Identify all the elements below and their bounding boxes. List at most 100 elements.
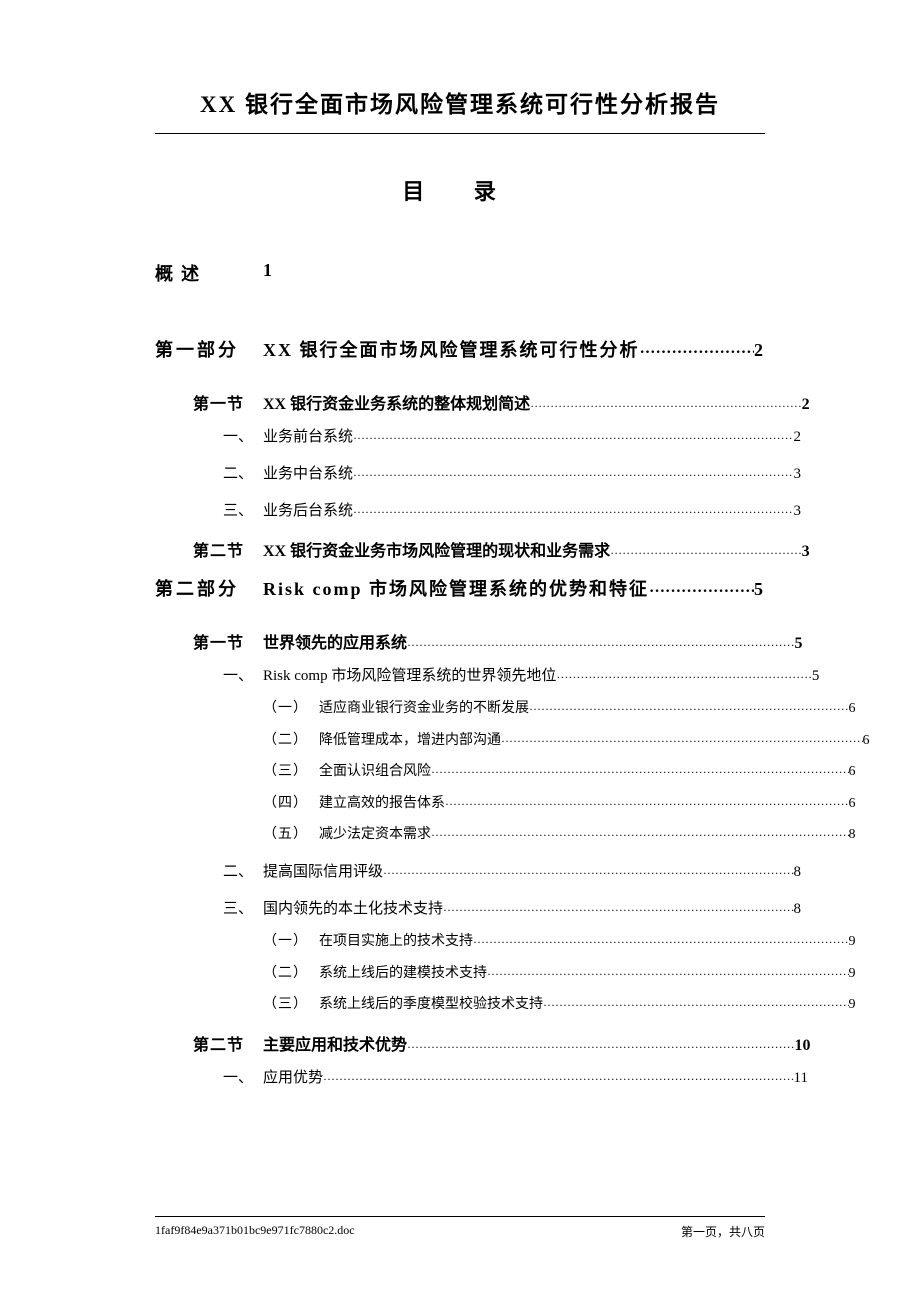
toc-entry-page: 10 — [795, 1037, 811, 1055]
toc-entry-title: 在项目实施上的技术支持 — [319, 929, 473, 956]
toc-part-label: 第二部分 — [155, 575, 263, 601]
toc-entry-rest: 应用优势11 — [263, 1065, 808, 1092]
toc-section-label: 第二节 — [193, 537, 263, 561]
toc-entry-page: 2 — [754, 340, 765, 361]
toc-item-label: 二、 — [217, 859, 263, 886]
toc-subitem-label: （一） — [263, 929, 319, 956]
toc-leader — [487, 962, 849, 989]
toc-item-label: 一、 — [217, 663, 263, 690]
toc-entry-rest: 建立高效的报告体系 6 — [319, 791, 856, 818]
toc-subitem-row: （三）全面认识组合风险6 — [263, 759, 765, 786]
toc-subitem-label: （三） — [263, 992, 319, 1019]
toc-entry-page: 9 — [849, 961, 856, 988]
toc-section-label: 第二节 — [193, 1031, 263, 1055]
toc-section-row: 第一节世界领先的应用系统5 — [193, 629, 765, 653]
toc-leader — [323, 1066, 794, 1093]
toc-entry-page: 3 — [802, 543, 810, 561]
toc-entry-page: 8 — [849, 822, 856, 849]
toc-entry-title: 业务后台系统 — [263, 498, 353, 525]
toc-entry-title: Risk comp 市场风险管理系统的世界领先地位 — [263, 663, 556, 690]
toc-leader — [443, 897, 794, 924]
toc-section-row: 第一节XX 银行资金业务系统的整体规划简述2 — [193, 390, 765, 414]
toc-entry-page: 5 — [754, 579, 765, 600]
toc-section-label: 第一节 — [193, 390, 263, 414]
toc-entry-page: 5 — [795, 635, 803, 653]
toc-entry-page: 6 — [849, 791, 856, 818]
toc-overview-label: 概述 — [155, 260, 263, 286]
toc-leader — [407, 636, 795, 654]
toc-entry-page: 3 — [794, 461, 802, 488]
toc-leader — [407, 1038, 795, 1056]
toc-entry-page: 3 — [794, 498, 802, 525]
toc-entry-title: 降低管理成本，增进内部沟通 — [319, 728, 501, 755]
toc-entry-rest: XX 银行全面市场风险管理系统可行性分析 2 — [263, 336, 765, 362]
toc-entry-title: 主要应用和技术优势 — [263, 1031, 407, 1055]
toc-item-row: 三、国内领先的本土化技术支持8 — [217, 896, 765, 923]
toc-entry-page: 6 — [849, 696, 856, 723]
toc-part-row: 第一部分XX 银行全面市场风险管理系统可行性分析 2 — [155, 336, 765, 362]
toc-part-row: 第二部分Risk comp 市场风险管理系统的优势和特征 5 — [155, 575, 765, 601]
toc-item-label: 三、 — [217, 498, 263, 525]
toc-entry-page: 8 — [794, 896, 802, 923]
toc-subitem-label: （三） — [263, 759, 319, 786]
toc-item-row: 一、Risk comp 市场风险管理系统的世界领先地位5 — [217, 663, 765, 690]
toc-item-label: 三、 — [217, 896, 263, 923]
toc-entry-page: 2 — [794, 424, 802, 451]
toc-subitem-label: （一） — [263, 696, 319, 723]
toc-entry-rest: 国内领先的本土化技术支持 8 — [263, 896, 801, 923]
toc-entry-page: 5 — [812, 663, 820, 690]
toc-item-label: 一、 — [217, 1065, 263, 1092]
toc-leader — [353, 499, 794, 526]
toc-entry-title: 提高国际信用评级 — [263, 859, 383, 886]
toc-leader — [529, 697, 849, 724]
toc-subitem-label: （五） — [263, 822, 319, 849]
toc-entry-page: 2 — [802, 396, 810, 414]
toc-entry-rest: XX 银行资金业务系统的整体规划简述2 — [263, 390, 810, 414]
toc-entry-rest: Risk comp 市场风险管理系统的优势和特征 5 — [263, 575, 765, 601]
toc-subitem-row: （一）在项目实施上的技术支持9 — [263, 929, 765, 956]
toc-entry-rest: 业务后台系统 3 — [263, 498, 801, 525]
toc-entry-title: 系统上线后的建模技术支持 — [319, 961, 487, 988]
toc-entry-rest: 系统上线后的季度模型校验技术支持 9 — [319, 992, 856, 1019]
toc-leader — [445, 792, 849, 819]
toc-entry-page: 6 — [849, 759, 856, 786]
toc-entry-title: Risk comp 市场风险管理系统的优势和特征 — [263, 575, 649, 601]
toc-entry-title: 适应商业银行资金业务的不断发展 — [319, 696, 529, 723]
toc-section-row: 第二节主要应用和技术优势10 — [193, 1031, 765, 1055]
toc-subitem-label: （四） — [263, 791, 319, 818]
toc-item-row: 三、业务后台系统3 — [217, 498, 765, 525]
toc-section-label: 第一节 — [193, 629, 263, 653]
toc-entry-rest: 适应商业银行资金业务的不断发展 6 — [319, 696, 856, 723]
toc-subitem-label: （二） — [263, 961, 319, 988]
toc-entry-title: XX 银行资金业务市场风险管理的现状和业务需求 — [263, 537, 610, 561]
toc-part-label: 第一部分 — [155, 336, 263, 362]
toc-entry-rest: Risk comp 市场风险管理系统的世界领先地位 5 — [263, 663, 819, 690]
toc-entry-rest: 减少法定资本需求8 — [319, 822, 856, 849]
toc-entry-title: XX 银行全面市场风险管理系统可行性分析 — [263, 336, 640, 362]
toc-entry-rest: 业务中台系统 3 — [263, 461, 801, 488]
toc-item-row: 一、业务前台系统2 — [217, 424, 765, 451]
toc-item-row: 二、提高国际信用评级8 — [217, 859, 765, 886]
toc-leader — [543, 993, 849, 1020]
toc-entry-title: 业务中台系统 — [263, 461, 353, 488]
toc-entry-title: 系统上线后的季度模型校验技术支持 — [319, 992, 543, 1019]
toc-entry-page: 11 — [794, 1065, 808, 1092]
toc-subitem-row: （二）降低管理成本，增进内部沟通6 — [263, 728, 765, 755]
page-footer: 1faf9f84e9a371b01bc9e971fc7880c2.doc 第一页… — [155, 1216, 765, 1240]
toc-leader — [383, 860, 794, 887]
toc-entry-title: 全面认识组合风险 — [319, 759, 431, 786]
toc-subitem-row: （一）适应商业银行资金业务的不断发展6 — [263, 696, 765, 723]
toc-entry-title: 国内领先的本土化技术支持 — [263, 896, 443, 923]
toc-entry-rest: XX 银行资金业务市场风险管理的现状和业务需求 3 — [263, 537, 810, 561]
toc-entry-title: 建立高效的报告体系 — [319, 791, 445, 818]
toc-subitem-label: （二） — [263, 728, 319, 755]
toc-item-row: 一、应用优势11 — [217, 1065, 765, 1092]
toc-entry-page: 9 — [849, 992, 856, 1019]
toc-leader — [431, 760, 849, 787]
toc-leader — [473, 930, 849, 957]
document-title: XX 银行全面市场风险管理系统可行性分析报告 — [155, 85, 765, 134]
toc-entry-title: 业务前台系统 — [263, 424, 353, 451]
toc-entry-rest: 业务前台系统 2 — [263, 424, 801, 451]
toc-entry-rest: 世界领先的应用系统 5 — [263, 629, 803, 653]
toc-entry-title: 世界领先的应用系统 — [263, 629, 407, 653]
